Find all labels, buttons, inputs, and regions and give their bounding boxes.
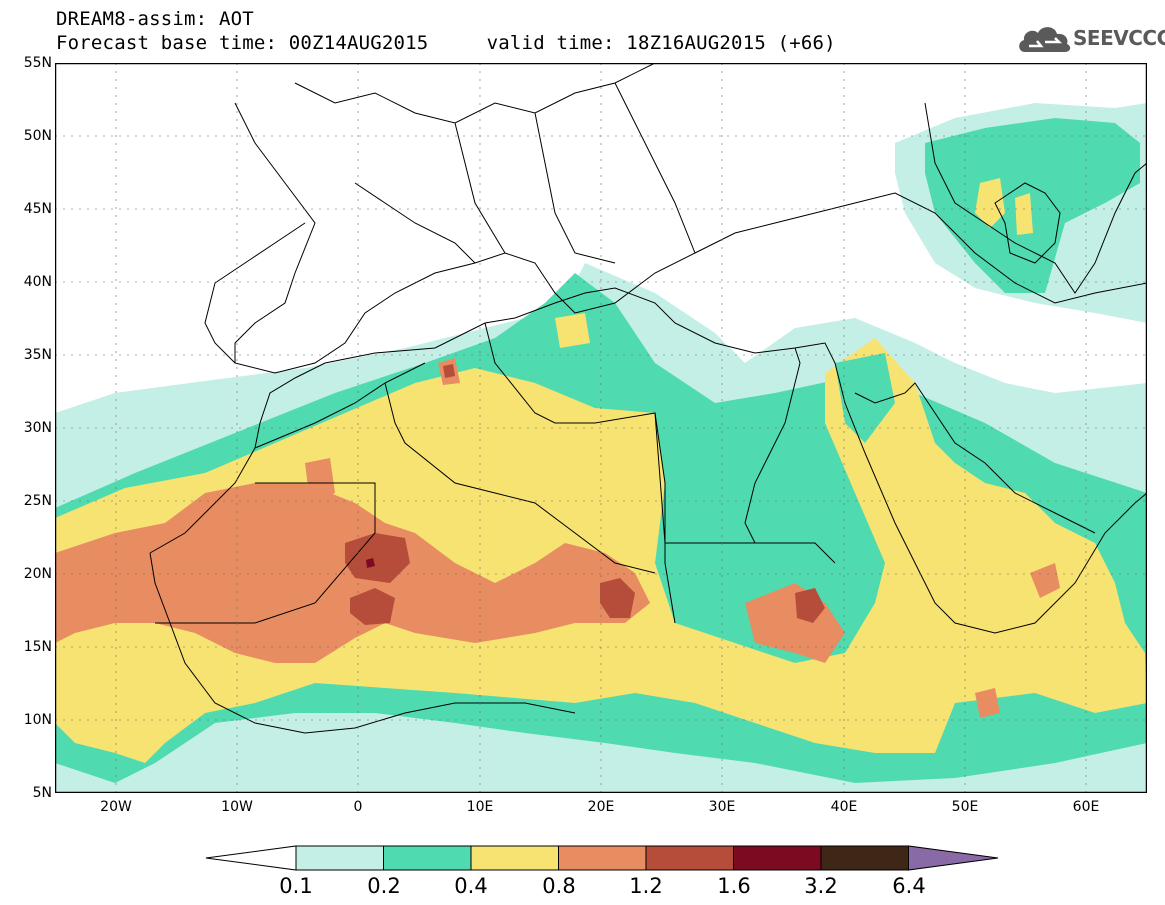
lat-label-20n: 20N bbox=[23, 566, 52, 582]
lon-label-40e: 40E bbox=[830, 799, 858, 815]
lat-label-55n: 55N bbox=[23, 55, 52, 71]
lat-label-10n: 10N bbox=[23, 712, 52, 728]
lat-label-30n: 30N bbox=[23, 420, 52, 436]
forecast-time-line: Forecast base time: 00Z14AUG2015 valid t… bbox=[56, 32, 836, 54]
colorbar-segment bbox=[295, 845, 384, 871]
aot-map bbox=[54, 62, 1148, 794]
colorbar-label-0-4: 0.4 bbox=[454, 874, 488, 898]
colorbar-under-arrow bbox=[205, 845, 297, 871]
lat-label-50n: 50N bbox=[23, 128, 52, 144]
colorbar-label-0-8: 0.8 bbox=[542, 874, 576, 898]
lat-label-45n: 45N bbox=[23, 201, 52, 217]
colorbar-segment bbox=[383, 845, 472, 871]
lon-label-10e: 10E bbox=[466, 799, 494, 815]
colorbar-label-6-4: 6.4 bbox=[892, 874, 926, 898]
lon-label-0: 0 bbox=[353, 799, 363, 815]
seevccc-logo: SEEVCCC bbox=[1017, 22, 1165, 56]
colorbar-label-0-2: 0.2 bbox=[367, 874, 401, 898]
graticule bbox=[55, 63, 1147, 793]
lat-label-5n: 5N bbox=[32, 785, 52, 801]
lon-label-20w: 20W bbox=[100, 799, 132, 815]
aot-field-svg bbox=[54, 62, 1148, 794]
lon-label-20e: 20E bbox=[587, 799, 615, 815]
lon-label-30e: 30E bbox=[708, 799, 736, 815]
colorbar-segment bbox=[558, 845, 647, 871]
lon-label-50e: 50E bbox=[951, 799, 979, 815]
lat-label-25n: 25N bbox=[23, 493, 52, 509]
colorbar-over-arrow bbox=[908, 845, 999, 871]
colorbar-segment bbox=[645, 845, 734, 871]
colorbar-segment bbox=[733, 845, 822, 871]
logo-text: SEEVCCC bbox=[1073, 26, 1165, 50]
lat-label-40n: 40N bbox=[23, 274, 52, 290]
cloud-icon bbox=[1019, 27, 1071, 52]
colorbar-label-0-1: 0.1 bbox=[279, 874, 313, 898]
map-frame bbox=[54, 62, 1148, 794]
lat-label-15n: 15N bbox=[23, 639, 52, 655]
lon-label-60e: 60E bbox=[1072, 799, 1100, 815]
colorbar-svg bbox=[205, 845, 999, 871]
aot-colorbar bbox=[205, 843, 1000, 873]
map-title: DREAM8-assim: AOT bbox=[56, 8, 254, 30]
lon-label-10w: 10W bbox=[221, 799, 253, 815]
colorbar-segment bbox=[820, 845, 909, 871]
lat-label-35n: 35N bbox=[23, 347, 52, 363]
colorbar-segment bbox=[470, 845, 559, 871]
coastlines-borders bbox=[149, 62, 1148, 734]
colorbar-label-1-6: 1.6 bbox=[717, 874, 751, 898]
colorbar-label-1-2: 1.2 bbox=[629, 874, 663, 898]
colorbar-label-3-2: 3.2 bbox=[804, 874, 838, 898]
